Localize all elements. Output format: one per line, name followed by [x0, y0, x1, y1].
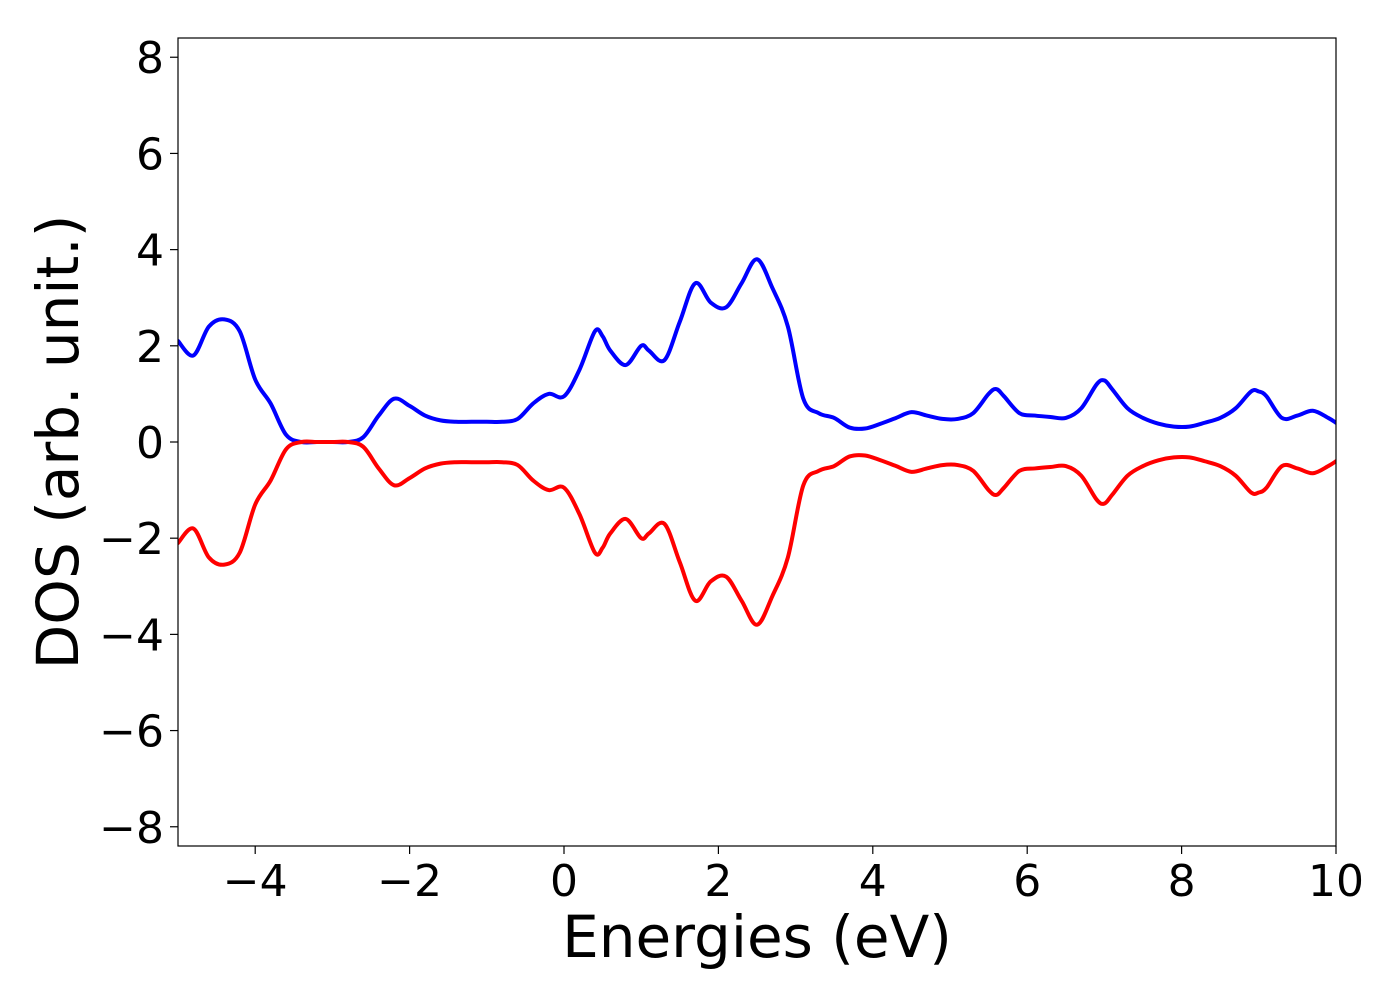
y-tick-label: −6 — [99, 707, 164, 758]
series-layer — [178, 257, 1336, 627]
x-tick-label: −2 — [377, 856, 442, 907]
y-tick-label: 0 — [136, 418, 164, 469]
x-axis-label: Energies (eV) — [562, 903, 952, 971]
y-tick-label: 2 — [136, 322, 164, 373]
x-tick-label: 4 — [859, 856, 887, 907]
y-tick-label: −4 — [99, 610, 164, 661]
x-tick-label: −4 — [223, 856, 288, 907]
dos-series-positive-line — [178, 257, 1336, 445]
y-tick-label: 6 — [136, 129, 164, 180]
y-axis-label: DOS (arb. unit.) — [24, 215, 92, 670]
y-tick-label: −2 — [99, 514, 164, 565]
dos-series-negative-line — [178, 439, 1336, 627]
x-tick-label: 8 — [1168, 856, 1196, 907]
x-tick-label: 0 — [550, 856, 578, 907]
x-tick-label: 2 — [704, 856, 732, 907]
y-axis-ticks: −8 −6 −4 −2 0 2 4 6 8 — [99, 33, 178, 854]
x-axis-ticks: −4 −2 0 2 4 6 8 10 — [223, 846, 1364, 907]
x-tick-label: 6 — [1013, 856, 1041, 907]
plot-background — [178, 38, 1336, 846]
y-tick-label: 8 — [136, 33, 164, 84]
y-tick-label: −8 — [99, 803, 164, 854]
y-tick-label: 4 — [136, 226, 164, 277]
x-tick-label: 10 — [1308, 856, 1364, 907]
